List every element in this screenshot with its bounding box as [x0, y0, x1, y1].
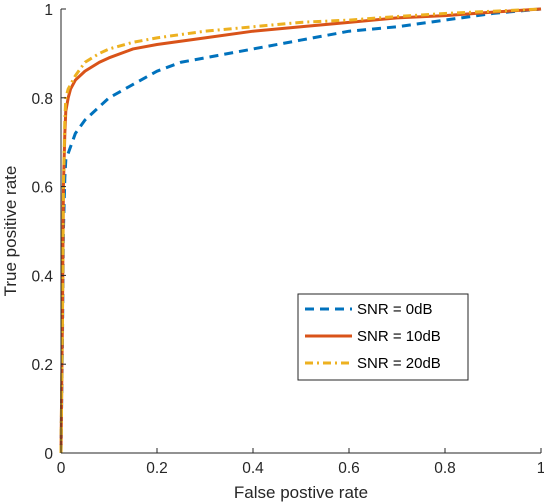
y-tick-label: 0.8: [31, 91, 53, 108]
x-tick-label: 1: [537, 460, 544, 477]
y-tick-label: 1: [44, 2, 53, 19]
y-axis-label: True positive rate: [1, 166, 20, 297]
legend-label-snr-20db: SNR = 20dB: [357, 355, 441, 372]
ticks-layer: 0 0.2 0.4 0.6 0.8 1 0 0.2 0.4 0.6 0.8 1: [31, 2, 544, 477]
x-axis-label: False postive rate: [234, 483, 368, 502]
x-tick-label: 0: [57, 460, 66, 477]
y-tick-label: 0: [44, 446, 53, 463]
series-line-snr-20db: [59, 7, 542, 454]
series-line-snr-0db: [59, 7, 542, 454]
x-tick-label: 0.2: [146, 460, 168, 477]
series-layer: [59, 7, 542, 454]
plot-background: [61, 9, 541, 453]
legend-label-snr-10db: SNR = 10dB: [357, 328, 441, 345]
plot-area: [61, 9, 541, 453]
y-tick-label: 0.2: [31, 357, 53, 374]
axes-layer: [60, 9, 541, 454]
x-tick-label: 0.6: [338, 460, 360, 477]
y-tick-label: 0.6: [31, 180, 53, 197]
y-tick-label: 0.4: [31, 268, 53, 285]
legend-label-snr-0db: SNR = 0dB: [357, 301, 432, 318]
x-tick-label: 0.8: [434, 460, 456, 477]
x-tick-label: 0.4: [242, 460, 264, 477]
legend: SNR = 0dB SNR = 10dB SNR = 20dB: [297, 293, 469, 381]
